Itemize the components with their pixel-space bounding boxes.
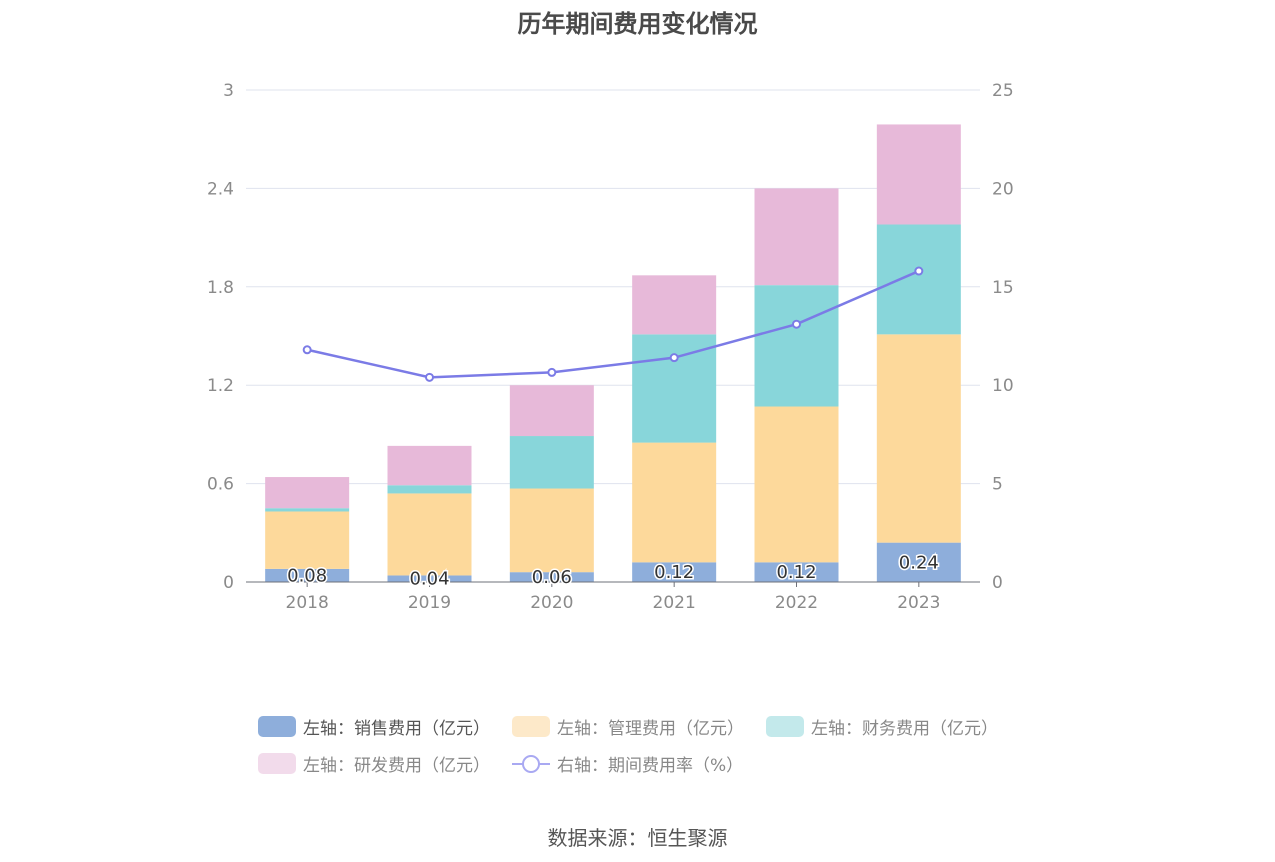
bar-segment: [632, 275, 717, 335]
left-axis-tick-label: 1.8: [207, 278, 234, 298]
expense-rate-point: [302, 345, 312, 355]
bar-segment: [387, 575, 472, 582]
bar-segment: [509, 436, 594, 489]
legend-swatch-expense-rate: [512, 753, 550, 774]
legend-swatch-rnd: [258, 753, 296, 774]
bar-data-label: 0.06: [532, 567, 572, 588]
x-axis-tick-label: 2023: [897, 593, 940, 613]
chart-legend: 左轴：销售费用（亿元） 左轴：管理费用（亿元） 左轴：财务费用（亿元） 左轴：研…: [258, 708, 1038, 782]
bar-segment: [265, 511, 350, 569]
legend-swatch-finance: [766, 716, 804, 737]
right-axis-tick-label: 0: [992, 573, 1003, 593]
bar-data-label: 0.24: [899, 552, 939, 573]
legend-label-finance: 左轴：财务费用（亿元）: [811, 719, 998, 739]
line-series: [302, 266, 924, 382]
bar-segment: [754, 285, 839, 407]
expense-rate-point: [914, 266, 924, 276]
data-source: 数据来源：恒生聚源: [547, 826, 728, 850]
bar-segment: [265, 508, 350, 512]
bar-segment: [632, 562, 717, 582]
legend-label-expense-rate: 右轴：期间费用率（%）: [557, 756, 744, 776]
bar-segment: [387, 493, 472, 576]
bar-segment: [265, 477, 350, 509]
bar-segment: [754, 406, 839, 563]
bar-segment: [876, 124, 961, 225]
bar-segment: [265, 568, 350, 582]
bar-data-label: 0.12: [654, 562, 694, 583]
bar-segment: [509, 572, 594, 582]
bar-segment: [509, 488, 594, 573]
chart-plot: 0 0.6 1.2 1.8 2.4 3 0 5 10 15 20 25 2018 2019 2020 2021…: [207, 81, 1014, 613]
right-axis-tick-label: 20: [992, 179, 1014, 199]
bar-segment: [387, 445, 472, 486]
expense-rate-point: [425, 372, 434, 382]
x-axis-tick-label: 2021: [653, 593, 696, 613]
bar-segment: [876, 542, 961, 582]
legend-label-admin: 左轴：管理费用（亿元）: [557, 719, 744, 739]
left-axis-tick-label: 0.6: [207, 475, 234, 495]
x-axis-tick-label: 2020: [530, 593, 573, 613]
axes: 0 0.6 1.2 1.8 2.4 3 0 5 10 15 20 25 2018 2019 2020 2021…: [207, 81, 1014, 613]
bar-segment: [876, 334, 961, 543]
legend-item-admin[interactable]: 左轴：管理费用（亿元）: [512, 714, 744, 739]
legend-swatch-admin: [512, 716, 550, 737]
bar-segment: [876, 224, 961, 335]
legend-item-finance[interactable]: 左轴：财务费用（亿元）: [766, 714, 998, 739]
data-labels: 0.08 0.04 0.06 0.12 0.12 0.24: [286, 551, 941, 591]
bar-segment: [387, 485, 472, 494]
legend-item-rnd[interactable]: 左轴：研发费用（亿元）: [258, 751, 490, 776]
legend-label-sales: 左轴：销售费用（亿元）: [303, 719, 490, 739]
grid-lines: [246, 89, 980, 485]
x-axis-tick-label: 2019: [408, 593, 451, 613]
expense-rate-point: [792, 319, 801, 329]
bar-series: [265, 124, 961, 582]
bar-segment: [632, 334, 717, 443]
expense-rate-point: [547, 367, 557, 377]
right-axis-tick-label: 25: [992, 81, 1014, 101]
expense-rate-point: [669, 353, 679, 363]
bar-segment: [754, 188, 839, 286]
expense-rate-line: [306, 269, 920, 379]
legend-label-rnd: 左轴：研发费用（亿元）: [303, 756, 490, 776]
right-axis-tick-label: 5: [992, 475, 1003, 495]
bar-segment: [509, 385, 594, 437]
bar-data-label: 0.08: [287, 565, 327, 586]
chart-title: 历年期间费用变化情况: [517, 10, 758, 38]
legend-item-expense-rate[interactable]: 右轴：期间费用率（%）: [512, 751, 743, 776]
x-axis-tick-label: 2018: [286, 593, 329, 613]
bar-data-label: 0.12: [776, 562, 816, 583]
bar-segment: [754, 562, 839, 582]
legend-swatch-sales: [258, 716, 296, 737]
left-axis-tick-label: 3: [223, 81, 234, 101]
left-axis-tick-label: 2.4: [207, 179, 234, 199]
left-axis-tick-label: 1.2: [207, 376, 234, 396]
bar-data-label: 0.04: [409, 569, 449, 590]
legend-item-sales[interactable]: 左轴：销售费用（亿元）: [258, 714, 490, 739]
right-axis-tick-label: 15: [992, 278, 1014, 298]
bar-segment: [632, 442, 717, 563]
left-axis-tick-label: 0: [223, 573, 234, 593]
x-axis-tick-label: 2022: [775, 593, 818, 613]
right-axis-tick-label: 10: [992, 376, 1014, 396]
